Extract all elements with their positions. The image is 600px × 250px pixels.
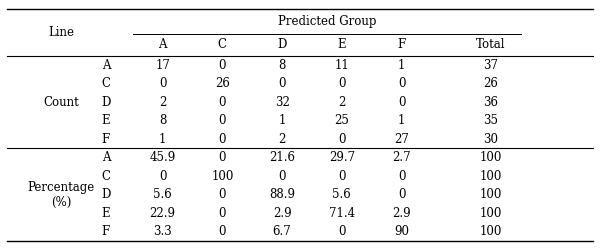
Text: 8: 8 [159,114,166,127]
Text: 2: 2 [159,96,166,109]
Text: 100: 100 [480,207,502,220]
Text: E: E [101,114,110,127]
Text: D: D [101,188,110,201]
Text: C: C [101,170,110,183]
Text: Line: Line [48,26,74,40]
Text: C: C [101,77,110,90]
Text: 37: 37 [484,58,499,71]
Text: F: F [102,226,110,238]
Text: F: F [397,38,406,51]
Text: 0: 0 [218,151,226,164]
Text: 88.9: 88.9 [269,188,295,201]
Text: 45.9: 45.9 [149,151,176,164]
Text: Predicted Group: Predicted Group [278,15,376,28]
Text: 2.7: 2.7 [392,151,411,164]
Text: 1: 1 [398,114,405,127]
Text: 11: 11 [334,58,349,71]
Text: Percentage
(%): Percentage (%) [28,181,95,209]
Text: 35: 35 [484,114,499,127]
Text: C: C [218,38,227,51]
Text: 71.4: 71.4 [329,207,355,220]
Text: F: F [102,133,110,146]
Text: 26: 26 [484,77,499,90]
Text: 2.9: 2.9 [392,207,411,220]
Text: 36: 36 [484,96,499,109]
Text: 0: 0 [218,96,226,109]
Text: A: A [101,151,110,164]
Text: 1: 1 [159,133,166,146]
Text: 2: 2 [338,96,346,109]
Text: 21.6: 21.6 [269,151,295,164]
Text: 26: 26 [215,77,230,90]
Text: 0: 0 [278,77,286,90]
Text: 0: 0 [159,170,166,183]
Text: D: D [101,96,110,109]
Text: 100: 100 [480,226,502,238]
Text: 0: 0 [218,58,226,71]
Text: 30: 30 [484,133,499,146]
Text: 3.3: 3.3 [153,226,172,238]
Text: Total: Total [476,38,506,51]
Text: 0: 0 [278,170,286,183]
Text: 1: 1 [398,58,405,71]
Text: 2: 2 [278,133,286,146]
Text: 8: 8 [278,58,286,71]
Text: 90: 90 [394,226,409,238]
Text: 0: 0 [398,96,405,109]
Text: 100: 100 [480,151,502,164]
Text: 0: 0 [398,77,405,90]
Text: E: E [101,207,110,220]
Text: 5.6: 5.6 [332,188,351,201]
Text: 32: 32 [275,96,290,109]
Text: 0: 0 [338,77,346,90]
Text: 25: 25 [334,114,349,127]
Text: 0: 0 [218,114,226,127]
Text: 2.9: 2.9 [273,207,292,220]
Text: 100: 100 [480,188,502,201]
Text: 100: 100 [211,170,233,183]
Text: 100: 100 [480,170,502,183]
Text: 0: 0 [398,170,405,183]
Text: 5.6: 5.6 [153,188,172,201]
Text: 0: 0 [218,207,226,220]
Text: 0: 0 [218,133,226,146]
Text: 0: 0 [338,226,346,238]
Text: 0: 0 [218,188,226,201]
Text: 0: 0 [338,133,346,146]
Text: 22.9: 22.9 [149,207,176,220]
Text: D: D [277,38,287,51]
Text: 0: 0 [159,77,166,90]
Text: 17: 17 [155,58,170,71]
Text: 29.7: 29.7 [329,151,355,164]
Text: 27: 27 [394,133,409,146]
Text: Count: Count [43,96,79,109]
Text: E: E [337,38,346,51]
Text: 0: 0 [398,188,405,201]
Text: 6.7: 6.7 [273,226,292,238]
Text: 1: 1 [278,114,286,127]
Text: 0: 0 [338,170,346,183]
Text: A: A [158,38,167,51]
Text: A: A [101,58,110,71]
Text: 0: 0 [218,226,226,238]
